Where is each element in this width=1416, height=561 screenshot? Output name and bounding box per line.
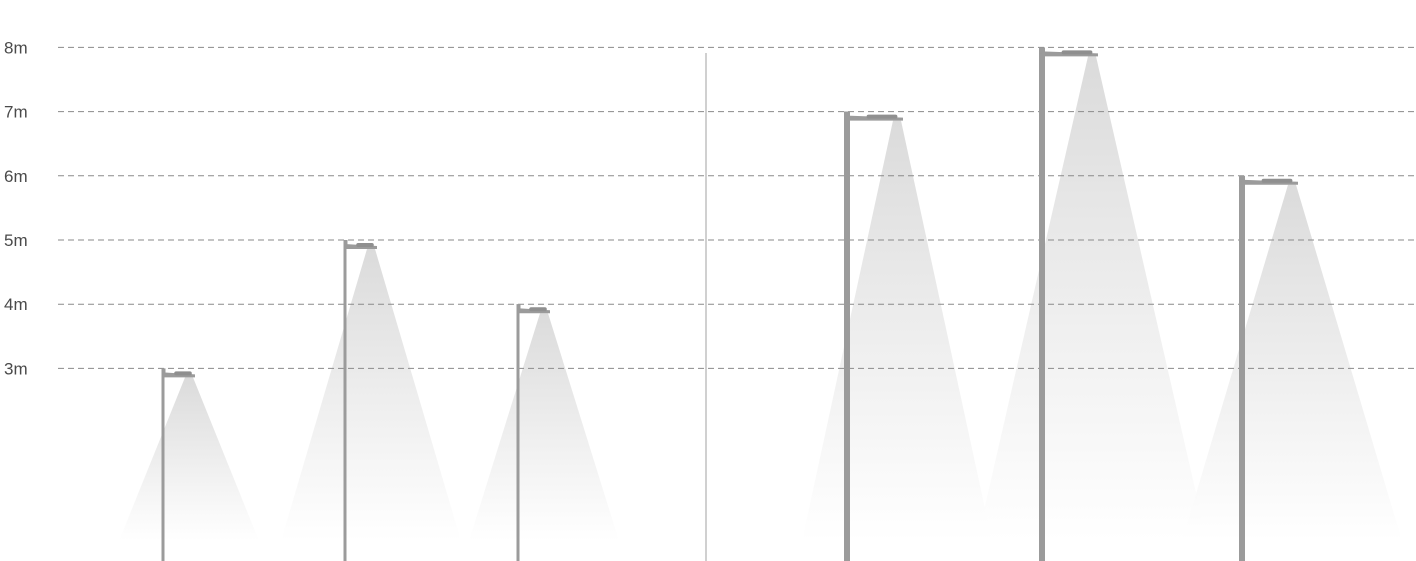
light-beam-3: [469, 313, 619, 541]
light-beam-4: [802, 120, 992, 541]
lamp-head-5: [1061, 50, 1093, 55]
pole-top-6: [1239, 175, 1243, 182]
lamp-head-2: [356, 243, 374, 247]
pole-top-5: [1039, 47, 1043, 54]
lamp-head-1: [174, 371, 192, 376]
light-poles: [161, 47, 1298, 561]
lamp-head-4: [866, 114, 898, 119]
tick-label-5m: 5m: [4, 231, 28, 250]
pole-top-4: [844, 111, 848, 118]
light-beam-6: [1182, 184, 1402, 542]
height-tick-labels: 8m 7m 6m 5m 4m 3m: [4, 38, 28, 378]
pole-top-1: [161, 368, 166, 375]
lamp-head-6: [1261, 178, 1293, 183]
light-pole-4: [844, 111, 850, 561]
light-pole-3: [516, 304, 520, 561]
light-beam-2: [281, 249, 461, 541]
pole-top-2: [343, 240, 348, 246]
tick-label-8m: 8m: [4, 38, 28, 57]
light-beam-5: [977, 56, 1207, 542]
light-pole-5: [1039, 47, 1045, 561]
light-pole-2: [343, 240, 347, 561]
tick-label-7m: 7m: [4, 103, 28, 122]
pole-top-3: [516, 304, 521, 311]
height-gridlines: [58, 46, 1416, 369]
light-pole-6: [1239, 175, 1245, 561]
light-pole-1: [161, 368, 165, 561]
tick-label-4m: 4m: [4, 295, 28, 314]
light-beam-1: [119, 377, 259, 541]
light-beams: [119, 56, 1402, 542]
tick-label-6m: 6m: [4, 167, 28, 186]
tick-label-3m: 3m: [4, 359, 28, 378]
lamp-head-3: [529, 307, 547, 312]
